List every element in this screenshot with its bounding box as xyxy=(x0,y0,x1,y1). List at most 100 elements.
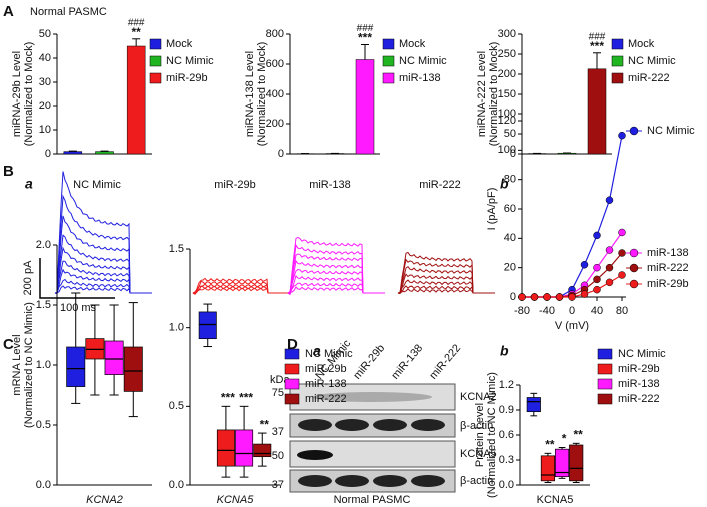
blot-caption: Normal PASMC xyxy=(334,494,411,506)
y-tick-label: 0 xyxy=(45,148,51,160)
blot-band xyxy=(411,419,445,431)
legend-label: miR-29b xyxy=(305,363,347,375)
legend-label: NC Mimic xyxy=(166,55,214,67)
current-trace xyxy=(397,258,495,294)
y-axis-label: (Normalized to NC Mimic) xyxy=(486,372,498,498)
legend-swatch xyxy=(597,348,613,360)
y-tick-label: 50 xyxy=(39,28,51,40)
legend-swatch xyxy=(284,378,300,390)
panel-sublabel: b xyxy=(500,343,509,359)
y-tick-label: 0.6 xyxy=(499,429,514,441)
x-tick-label: KCNA5 xyxy=(217,494,255,506)
legend-swatch xyxy=(284,363,300,375)
y-tick-label: 0.5 xyxy=(169,400,184,412)
legend-marker xyxy=(629,248,639,258)
x-axis-label: V (mV) xyxy=(555,320,589,332)
significance: * xyxy=(562,432,567,446)
legend-label: NC Mimic xyxy=(628,55,676,67)
legend-label: miR-222 xyxy=(647,262,689,274)
current-trace xyxy=(287,259,385,294)
y-tick-label: 40 xyxy=(39,52,51,64)
chart-title: Normal PASMC xyxy=(30,6,107,18)
significance: *** xyxy=(221,391,235,405)
panel-label: B xyxy=(3,163,14,180)
blot-row-label: KCNA5 xyxy=(460,448,497,460)
legend-swatch xyxy=(611,72,624,84)
blot-row-label: β-actin xyxy=(460,420,493,432)
current-trace xyxy=(397,273,495,294)
legend-swatch xyxy=(149,55,162,67)
blot-band xyxy=(411,475,445,487)
significance: ### xyxy=(589,31,606,42)
box xyxy=(540,455,556,482)
legend-swatch xyxy=(382,72,395,84)
y-tick-label: 800 xyxy=(266,28,284,40)
legend-swatch xyxy=(597,363,613,375)
legend-label: miR-138 xyxy=(647,247,689,259)
bar xyxy=(95,151,114,155)
legend-label: NC Mimic xyxy=(305,348,353,360)
y-axis-label: (Normalized to Mock) xyxy=(256,42,268,147)
current-trace xyxy=(397,279,495,294)
legend-label: NC Mimic xyxy=(399,55,447,67)
box xyxy=(216,429,235,467)
box xyxy=(123,346,143,392)
legend-marker xyxy=(629,263,639,273)
legend-marker xyxy=(629,126,639,136)
current-trace xyxy=(287,253,385,296)
x-tick-label: KCNA5 xyxy=(537,494,574,506)
y-tick-label: 150 xyxy=(498,88,516,100)
legend-swatch xyxy=(284,393,300,405)
legend-label: Mock xyxy=(166,38,193,50)
legend-swatch xyxy=(284,348,300,360)
data-point xyxy=(593,275,601,284)
kda-marker: 75 xyxy=(272,387,284,399)
blot-band xyxy=(298,475,332,487)
data-point xyxy=(593,285,601,294)
scale-bar-label: 100 ms xyxy=(60,302,97,314)
x-tick-label: 40 xyxy=(591,305,603,317)
panel-sublabel: b xyxy=(500,176,509,192)
blot-band xyxy=(335,475,369,487)
current-trace xyxy=(397,266,495,294)
y-tick-label: 600 xyxy=(266,58,284,70)
current-trace xyxy=(54,194,152,294)
y-axis-label: miRNA-138 Level xyxy=(244,51,256,137)
current-trace xyxy=(55,171,152,294)
y-tick-label: 100 xyxy=(498,144,516,156)
y-tick-label: 200 xyxy=(498,68,516,80)
y-axis-label: miRNA-222 Level xyxy=(476,51,488,137)
box xyxy=(104,340,124,375)
legend-label: Mock xyxy=(628,38,655,50)
blot-band xyxy=(312,392,432,402)
current-trace xyxy=(54,260,152,294)
trace-label: miR-29b xyxy=(214,179,256,191)
panel-label: A xyxy=(3,3,14,20)
blot-band xyxy=(373,419,407,431)
legend-swatch xyxy=(611,38,624,50)
scale-bar-label: 200 pA xyxy=(22,260,34,296)
current-trace xyxy=(54,234,152,294)
y-axis-label: (Normalized to Mock) xyxy=(23,42,35,147)
y-tick-label: 0 xyxy=(510,291,516,303)
y-tick-label: 1.0 xyxy=(36,359,51,371)
y-tick-label: 100 xyxy=(498,108,516,120)
current-trace xyxy=(192,277,290,295)
significance: *** xyxy=(239,391,253,405)
y-axis-label: (Normalized to NC Mimic) xyxy=(23,302,35,428)
data-point xyxy=(530,293,539,301)
box xyxy=(198,311,217,340)
blot-row-label: β-actin xyxy=(460,475,493,487)
y-tick-label: 80 xyxy=(504,174,516,186)
current-trace xyxy=(54,246,152,294)
y-tick-label: 0.5 xyxy=(36,419,51,431)
current-trace xyxy=(287,243,385,294)
legend-marker xyxy=(629,279,639,289)
data-point xyxy=(605,196,614,204)
kda-marker: 50 xyxy=(272,450,284,462)
legend-label: miR-138 xyxy=(399,72,441,84)
y-tick-label: 60 xyxy=(504,203,516,215)
y-tick-label: 30 xyxy=(39,76,51,88)
blot-strip xyxy=(289,469,456,493)
legend-label: NC Mimic xyxy=(647,125,695,137)
